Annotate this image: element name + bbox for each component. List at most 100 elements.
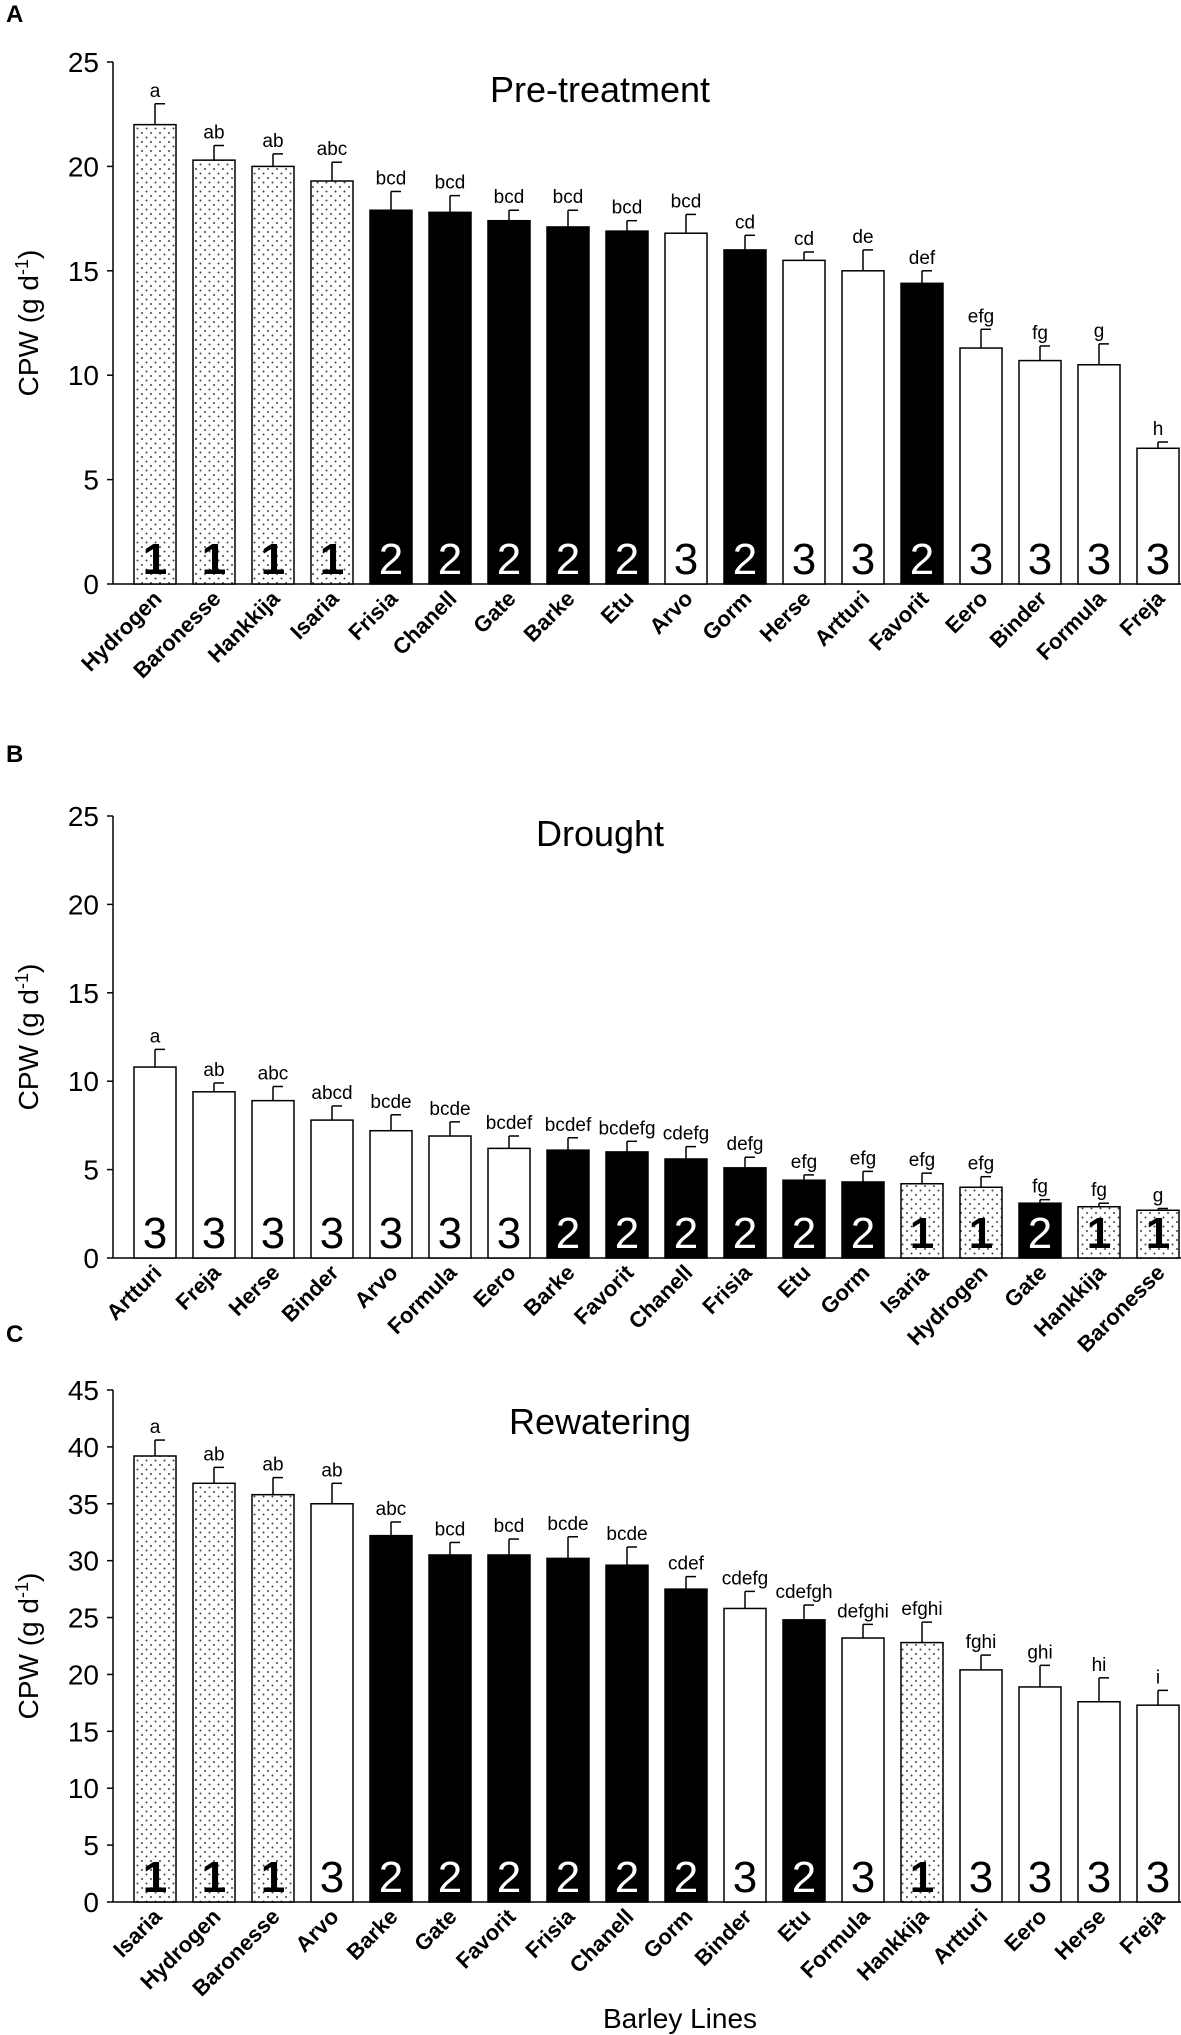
bar-favorit [487, 1554, 531, 1903]
chart-title: Pre-treatment [490, 69, 710, 110]
y-tick-label: 20 [68, 889, 99, 920]
category-label-frisia: Frisia [697, 1259, 757, 1319]
significance-label-frisia: bcd [376, 168, 407, 189]
significance-label-herse: abc [258, 1064, 289, 1085]
category-label-barke: Barke [342, 1904, 403, 1965]
significance-label-chanell: bcd [435, 173, 466, 194]
bar-herse [251, 1099, 295, 1259]
y-tick-label: 30 [68, 1546, 99, 1577]
bar-barke [369, 1534, 413, 1903]
significance-label-binder: abcd [311, 1083, 352, 1104]
bar-freja [1136, 447, 1180, 585]
y-tick-label: 10 [68, 1773, 99, 1804]
bar-hankkija [900, 1641, 944, 1903]
y-tick-label: 25 [68, 801, 99, 832]
bar-isaria [133, 1455, 177, 1903]
category-label-binder: Binder [277, 1260, 344, 1327]
category-label-etu: Etu [596, 586, 639, 629]
group-number-herse: 3 [792, 535, 816, 584]
significance-label-baronesse: g [1153, 1185, 1164, 1206]
category-label-chanell: Chanell [624, 1260, 698, 1334]
significance-label-etu: efg [791, 1152, 817, 1173]
significance-label-barke: bcdef [545, 1115, 592, 1136]
y-axis-title: CPW (g d-1) [12, 1573, 44, 1720]
group-number-freja: 3 [202, 1209, 226, 1258]
significance-label-baronesse: ab [262, 1455, 283, 1476]
bar-frisia [369, 209, 413, 585]
group-number-binder: 3 [320, 1209, 344, 1258]
group-number-favorit: 2 [910, 535, 934, 584]
group-number-gorm: 2 [733, 535, 757, 584]
bar-etu [605, 230, 649, 585]
significance-label-artturi: a [150, 1026, 161, 1047]
category-label-gate: Gate [468, 586, 520, 638]
bar-hydrogen [133, 123, 177, 585]
category-label-gate: Gate [409, 1904, 461, 1956]
category-label-herse: Herse [224, 1260, 285, 1321]
bar-arvo [369, 1129, 413, 1259]
significance-label-gorm: cdef [668, 1554, 705, 1575]
significance-label-binder: fg [1032, 323, 1048, 344]
bar-formula [841, 1637, 885, 1903]
chart-title: Drought [536, 813, 664, 854]
bar-arvo [664, 232, 708, 585]
significance-label-gate: bcd [435, 1519, 466, 1540]
group-number-gate: 2 [438, 1853, 462, 1902]
category-label-favorit: Favorit [864, 585, 934, 655]
category-label-herse: Herse [755, 586, 816, 647]
significance-label-gate: fg [1032, 1177, 1048, 1198]
category-label-chanell: Chanell [388, 586, 462, 660]
group-number-eero: 3 [497, 1209, 521, 1258]
significance-label-gate: bcd [494, 187, 525, 208]
significance-label-etu: bcd [612, 198, 643, 219]
bar-hydrogen [192, 1482, 236, 1903]
category-label-binder: Binder [690, 1904, 757, 1971]
category-label-eero: Eero [999, 1904, 1051, 1956]
category-label-herse: Herse [1050, 1904, 1111, 1965]
significance-label-arvo: ab [321, 1460, 342, 1481]
y-tick-label: 10 [68, 1066, 99, 1097]
group-number-arvo: 3 [379, 1209, 403, 1258]
significance-label-hydrogen: efg [968, 1154, 994, 1175]
group-number-etu: 2 [615, 535, 639, 584]
bar-gorm [841, 1181, 885, 1259]
bar-etu [782, 1179, 826, 1259]
significance-label-binder: cdefg [722, 1568, 768, 1589]
category-label-arvo: Arvo [644, 586, 697, 639]
group-number-etu: 2 [792, 1209, 816, 1258]
y-tick-label: 10 [68, 360, 99, 391]
bar-gorm [664, 1588, 708, 1903]
group-number-frisia: 2 [556, 1853, 580, 1902]
significance-label-gorm: cd [735, 212, 755, 233]
significance-label-hankkija: fg [1091, 1180, 1107, 1201]
significance-label-isaria: abc [317, 139, 348, 160]
significance-label-herse: cd [794, 229, 814, 250]
bar-arvo [310, 1503, 354, 1903]
category-label-gate: Gate [999, 1260, 1051, 1312]
significance-label-hankkija: efghi [901, 1599, 942, 1620]
bar-freja [1136, 1704, 1180, 1903]
y-tick-label: 35 [68, 1489, 99, 1520]
group-number-herse: 3 [1087, 1853, 1111, 1902]
group-number-freja: 3 [1146, 535, 1170, 584]
significance-label-freja: i [1156, 1667, 1160, 1688]
group-number-frisia: 2 [733, 1209, 757, 1258]
chart-title: Rewatering [509, 1401, 691, 1442]
significance-label-etu: cdefgh [775, 1582, 832, 1603]
significance-label-chanell: cdefg [663, 1124, 709, 1145]
group-number-hydrogen: 1 [202, 1853, 226, 1902]
category-label-arvo: Arvo [290, 1904, 343, 1957]
y-tick-label: 20 [68, 151, 99, 182]
category-label-barke: Barke [519, 586, 580, 647]
group-number-isaria: 1 [143, 1853, 167, 1902]
bar-barke [546, 226, 590, 585]
group-number-gate: 2 [497, 535, 521, 584]
bar-baronesse [1136, 1209, 1180, 1259]
group-number-eero: 3 [1028, 1853, 1052, 1902]
y-tick-label: 0 [83, 1887, 99, 1918]
significance-label-eero: bcdef [486, 1113, 533, 1134]
bar-frisia [546, 1557, 590, 1903]
